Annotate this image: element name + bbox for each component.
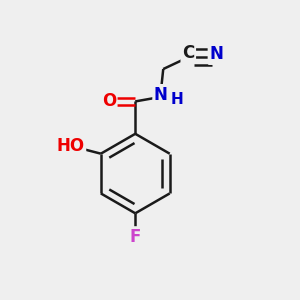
- Text: N: N: [154, 85, 168, 103]
- Text: N: N: [209, 45, 223, 63]
- Text: F: F: [130, 228, 141, 246]
- Text: C: C: [182, 44, 194, 62]
- Text: HO: HO: [56, 137, 85, 155]
- Text: O: O: [102, 92, 116, 110]
- Text: H: H: [170, 92, 183, 107]
